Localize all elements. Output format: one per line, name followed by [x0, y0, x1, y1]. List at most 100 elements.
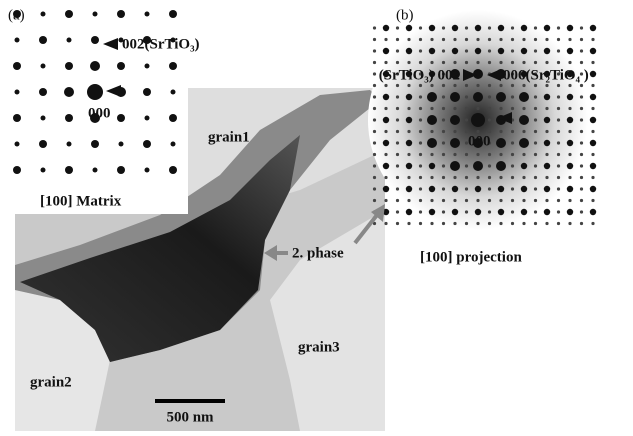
diffraction-spot — [476, 153, 479, 156]
diffraction-spot — [580, 84, 583, 87]
diffraction-spot — [407, 84, 410, 87]
diffraction-spot — [384, 61, 387, 64]
diffraction-spot — [450, 92, 460, 102]
diffraction-spot — [396, 164, 399, 167]
diffraction-spot — [522, 107, 525, 110]
diffraction-spot — [383, 48, 389, 54]
diffraction-spot — [396, 61, 399, 64]
diffraction-spot — [384, 222, 387, 225]
diffraction-spot — [169, 62, 177, 70]
diffraction-spot — [442, 61, 445, 64]
diffraction-spot — [545, 38, 548, 41]
diffraction-spot — [557, 176, 560, 179]
diffraction-spot — [545, 61, 548, 64]
diffraction-spot — [384, 130, 387, 133]
diffraction-spot — [465, 49, 468, 52]
diffraction-spot — [171, 90, 176, 95]
diffraction-spot — [545, 153, 548, 156]
diffraction-spot — [580, 222, 583, 225]
diffraction-spot — [383, 94, 389, 100]
diffraction-spot — [580, 38, 583, 41]
diffraction-spot — [511, 95, 514, 98]
diffraction-spot — [568, 222, 571, 225]
diffraction-spot — [580, 164, 583, 167]
diffraction-spot — [473, 92, 483, 102]
diffraction-spot — [511, 49, 514, 52]
diffraction-spot — [406, 25, 412, 31]
diffraction-spot — [590, 25, 596, 31]
diffraction-spot — [396, 118, 399, 121]
diffraction-spot — [534, 141, 537, 144]
diffraction-spot — [419, 210, 422, 213]
diffraction-spot — [373, 199, 376, 202]
annotation: 006(Sr₂TiO₄ ) — [503, 67, 589, 83]
diffraction-spot — [373, 107, 376, 110]
diffraction-spot — [591, 130, 594, 133]
diffraction-spot — [580, 153, 583, 156]
diffraction-spot — [41, 64, 46, 69]
diffraction-spot — [511, 164, 514, 167]
diffraction-spot — [488, 210, 491, 213]
diffraction-spot — [557, 153, 560, 156]
diffraction-spot — [427, 138, 437, 148]
diffraction-spot — [557, 210, 560, 213]
diffraction-spot — [488, 107, 491, 110]
diffraction-spot — [406, 140, 412, 146]
diffraction-spot — [396, 26, 399, 29]
diffraction-spot — [396, 222, 399, 225]
diffraction-spot — [407, 61, 410, 64]
diffraction-spot — [544, 186, 550, 192]
diffraction-spot — [544, 94, 550, 100]
diffraction-spot — [465, 187, 468, 190]
diffraction-spot — [511, 210, 514, 213]
diffraction-spot — [453, 107, 456, 110]
diffraction-spot — [407, 107, 410, 110]
diffraction-spot — [419, 107, 422, 110]
diffraction-spot — [499, 38, 502, 41]
diffraction-spot — [419, 187, 422, 190]
diffraction-spot — [580, 141, 583, 144]
diffraction-spot — [567, 25, 573, 31]
diffraction-spot — [373, 26, 376, 29]
image-label: grain3 — [298, 339, 340, 355]
diffraction-spot — [488, 38, 491, 41]
diffraction-spot — [419, 141, 422, 144]
diffraction-spot — [396, 187, 399, 190]
diffraction-spot — [384, 84, 387, 87]
diffraction-spot — [396, 176, 399, 179]
annotation: 002(SrTiO₃) — [122, 36, 200, 52]
diffraction-spot — [590, 117, 596, 123]
diffraction-spot — [590, 209, 596, 215]
diffraction-spot — [580, 49, 583, 52]
diffraction-spot — [580, 107, 583, 110]
diffraction-spot — [567, 48, 573, 54]
diffraction-spot — [488, 49, 491, 52]
diffraction-spot — [452, 25, 458, 31]
diffraction-spot — [41, 116, 46, 121]
diffraction-spot — [534, 107, 537, 110]
diffraction-spot — [373, 130, 376, 133]
diffraction-spot — [465, 222, 468, 225]
diffraction-spot — [427, 92, 437, 102]
diffraction-spot — [545, 107, 548, 110]
diffraction-spot — [511, 107, 514, 110]
diffraction-spot — [419, 61, 422, 64]
diffraction-spot — [453, 153, 456, 156]
diffraction-spot — [65, 166, 73, 174]
diffraction-spot — [496, 161, 506, 171]
diffraction-spot — [384, 199, 387, 202]
diffraction-spot — [450, 138, 460, 148]
diffraction-spot — [534, 164, 537, 167]
diffraction-spot — [498, 48, 504, 54]
diffraction-spot — [383, 186, 389, 192]
diffraction-spot — [519, 92, 529, 102]
diffraction-spot — [419, 95, 422, 98]
diffraction-spot — [488, 164, 491, 167]
diffraction-spot — [406, 94, 412, 100]
diffraction-spot — [143, 88, 151, 96]
diffraction-spot — [407, 176, 410, 179]
diffraction-spot — [143, 140, 151, 148]
diffraction-spot — [453, 61, 456, 64]
diffraction-spot — [544, 25, 550, 31]
diffraction-spot — [67, 38, 72, 43]
